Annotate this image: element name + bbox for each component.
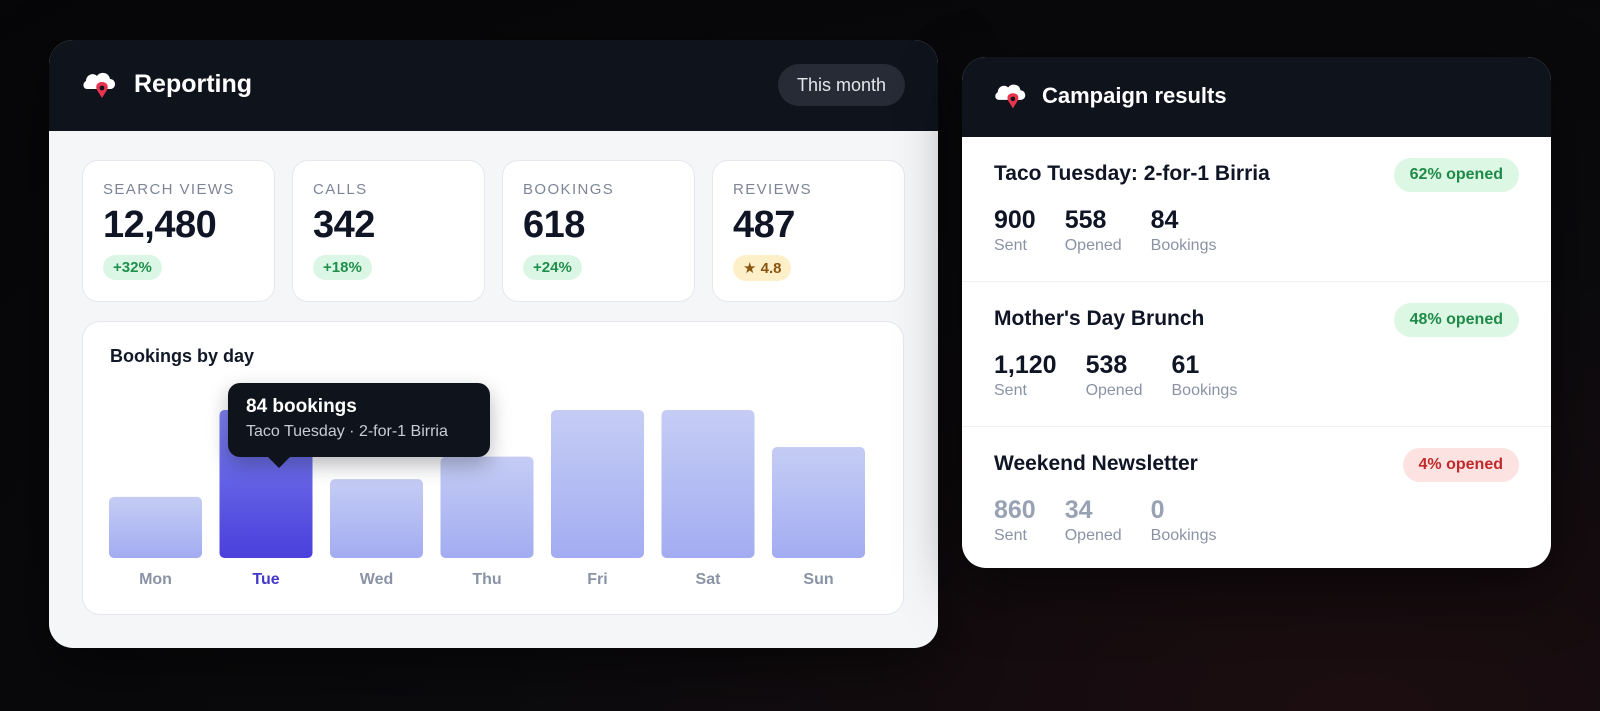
- reporting-header: Reporting This month: [49, 40, 938, 131]
- metric-opened: 34 Opened: [1065, 496, 1122, 545]
- stat-value: 618: [523, 204, 585, 246]
- bar-mon[interactable]: [109, 496, 202, 558]
- metric-label: Opened: [1085, 382, 1143, 399]
- metric-value: 0: [1150, 496, 1165, 524]
- trend-badge: +18%: [313, 255, 372, 280]
- day-label-wed: Wed: [360, 571, 393, 588]
- open-rate-badge: 48% opened: [1393, 303, 1519, 337]
- metric-opened: 558 Opened: [1065, 206, 1122, 255]
- tooltip-title: 84 bookings: [246, 396, 357, 417]
- campaign-row[interactable]: Mother's Day Brunch 48% opened 1,120 Sen…: [962, 282, 1551, 427]
- period-select-button[interactable]: This month: [777, 64, 905, 106]
- campaign-name: Weekend Newsletter: [994, 452, 1198, 475]
- metric-bookings: 0 Bookings: [1151, 496, 1217, 545]
- stat-card-calls[interactable]: CALLS 342 +18%: [292, 160, 485, 302]
- metric-value: 900: [994, 206, 1036, 234]
- campaign-name: Mother's Day Brunch: [994, 307, 1205, 330]
- metric-label: Sent: [994, 527, 1027, 544]
- reporting-card: Reporting This month SEARCH VIEWS 12,480…: [49, 40, 938, 648]
- bar-sat[interactable]: [661, 410, 755, 558]
- tooltip-subtitle: Taco Tuesday · 2-for-1 Birria: [246, 423, 448, 440]
- stat-card-search-views[interactable]: SEARCH VIEWS 12,480 +32%: [82, 160, 275, 302]
- stat-card-reviews[interactable]: REVIEWS 487 ★ 4.8: [712, 160, 905, 302]
- metric-value: 860: [994, 496, 1036, 524]
- stat-value: 342: [313, 204, 375, 246]
- campaign-metrics: 860 Sent 34 Opened 0 Bookings: [994, 496, 1245, 545]
- metric-label: Bookings: [1171, 382, 1238, 399]
- campaign-header: Campaign results: [962, 57, 1551, 137]
- bookings-chart-panel: Mon Tue Wed Thu Fri Sat Sun Bookings by day 84…: [82, 321, 904, 615]
- metric-label: Opened: [1064, 237, 1122, 254]
- day-label-mon: Mon: [139, 571, 172, 588]
- campaign-list: Taco Tuesday: 2-for-1 Birria 62% opened …: [962, 137, 1551, 568]
- metric-opened: 538 Opened: [1086, 351, 1143, 400]
- trend-badge: +24%: [523, 255, 582, 280]
- trend-badge: +32%: [103, 255, 162, 280]
- bar-sun[interactable]: [772, 447, 865, 558]
- stat-label: SEARCH VIEWS: [103, 181, 235, 198]
- stat-value: 12,480: [103, 204, 217, 246]
- metric-value: 84: [1150, 206, 1179, 234]
- campaign-metrics: 900 Sent 558 Opened 84 Bookings: [994, 206, 1245, 255]
- open-rate-badge: 4% opened: [1402, 448, 1519, 482]
- stats-row: SEARCH VIEWS 12,480 +32% CALLS 342 +18% …: [82, 160, 905, 302]
- open-rate-badge: 62% opened: [1393, 158, 1519, 192]
- metric-label: Sent: [994, 382, 1027, 399]
- reporting-title: Reporting: [134, 70, 253, 98]
- stat-label: BOOKINGS: [523, 181, 615, 198]
- day-label-fri: Fri: [587, 571, 607, 588]
- stat-value: 487: [733, 204, 795, 246]
- bar-thu[interactable]: [440, 456, 534, 558]
- metric-sent: 860 Sent: [994, 496, 1036, 545]
- metric-value: 538: [1085, 351, 1128, 379]
- chart-tooltip: 84 bookings Taco Tuesday · 2-for-1 Birri…: [228, 383, 490, 468]
- metric-label: Bookings: [1150, 237, 1217, 254]
- metric-label: Sent: [994, 237, 1027, 254]
- day-label-sat: Sat: [696, 571, 722, 588]
- rating-badge: ★ 4.8: [733, 255, 792, 281]
- campaign-metrics: 1,120 Sent 538 Opened 61 Bookings: [994, 351, 1266, 400]
- metric-value: 1,120: [994, 351, 1057, 379]
- logo-icon: [81, 67, 119, 110]
- campaign-row[interactable]: Taco Tuesday: 2-for-1 Birria 62% opened …: [962, 137, 1551, 282]
- metric-bookings: 61 Bookings: [1172, 351, 1238, 400]
- metric-value: 34: [1064, 496, 1093, 524]
- day-label-tue: Tue: [252, 571, 279, 588]
- metric-sent: 900 Sent: [994, 206, 1036, 255]
- metric-label: Opened: [1064, 527, 1122, 544]
- campaign-results-card: Campaign results Taco Tuesday: 2-for-1 B…: [962, 57, 1551, 568]
- bar-wed[interactable]: [330, 479, 423, 558]
- stat-label: REVIEWS: [733, 181, 812, 198]
- chart-title: Bookings by day: [110, 346, 255, 366]
- metric-bookings: 84 Bookings: [1151, 206, 1217, 255]
- metric-value: 61: [1171, 351, 1200, 379]
- logo-icon: [993, 79, 1029, 120]
- day-label-sun: Sun: [803, 571, 833, 588]
- day-label-thu: Thu: [472, 571, 501, 588]
- metric-label: Bookings: [1150, 527, 1217, 544]
- bar-fri[interactable]: [551, 410, 644, 558]
- campaign-name: Taco Tuesday: 2-for-1 Birria: [994, 162, 1270, 185]
- campaign-title: Campaign results: [1042, 83, 1227, 108]
- metric-value: 558: [1064, 206, 1107, 234]
- stat-card-bookings[interactable]: BOOKINGS 618 +24%: [502, 160, 695, 302]
- metric-sent: 1,120 Sent: [994, 351, 1057, 400]
- campaign-row[interactable]: Weekend Newsletter 4% opened 860 Sent 34…: [962, 427, 1551, 568]
- stat-label: CALLS: [313, 181, 368, 198]
